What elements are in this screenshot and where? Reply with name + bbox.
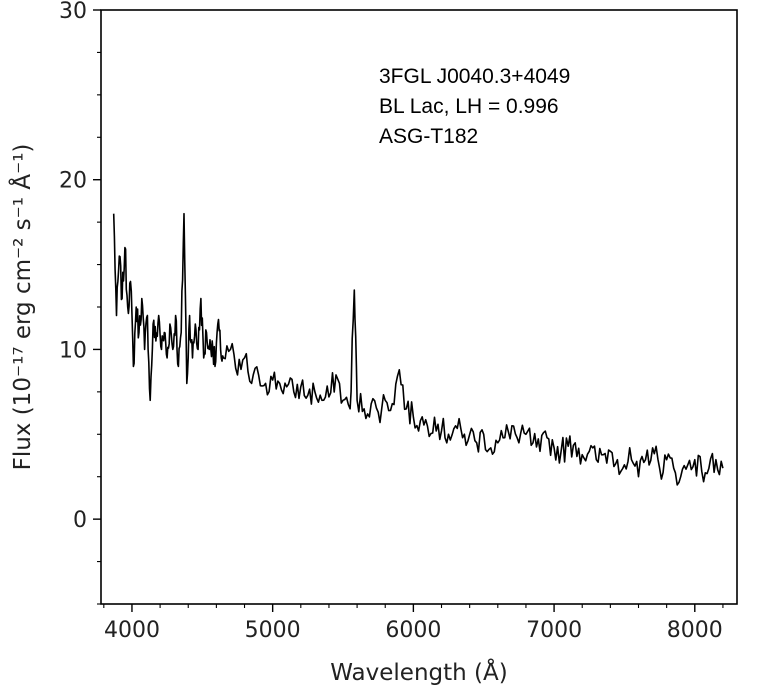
- x-tick-label: 4000: [104, 618, 160, 643]
- annotation-block: 3FGL J0040.3+4049 BL Lac, LH = 0.996 ASG…: [379, 65, 570, 148]
- y-tick-label: 20: [59, 169, 87, 194]
- x-tick-label: 8000: [667, 618, 723, 643]
- y-tick-label: 0: [73, 508, 87, 533]
- x-axis-label: Wavelength (Å): [330, 658, 507, 686]
- y-tick-label: 30: [59, 0, 87, 24]
- y-tick-label: 10: [59, 338, 87, 363]
- annotation-classification: BL Lac, LH = 0.996: [379, 95, 559, 118]
- x-tick-label: 6000: [385, 618, 441, 643]
- x-tick-label: 7000: [526, 618, 582, 643]
- ticks-layer: 4000 5000 6000 7000 8000 0 10 20 30: [59, 0, 724, 643]
- spectrum-series-line: [112, 212, 724, 486]
- annotation-source-name: 3FGL J0040.3+4049: [379, 65, 570, 88]
- annotation-designation: ASG-T182: [379, 125, 478, 148]
- y-axis-label: Flux (10⁻¹⁷ erg cm⁻² s⁻¹ Å⁻¹): [8, 144, 36, 471]
- x-tick-label: 5000: [245, 618, 301, 643]
